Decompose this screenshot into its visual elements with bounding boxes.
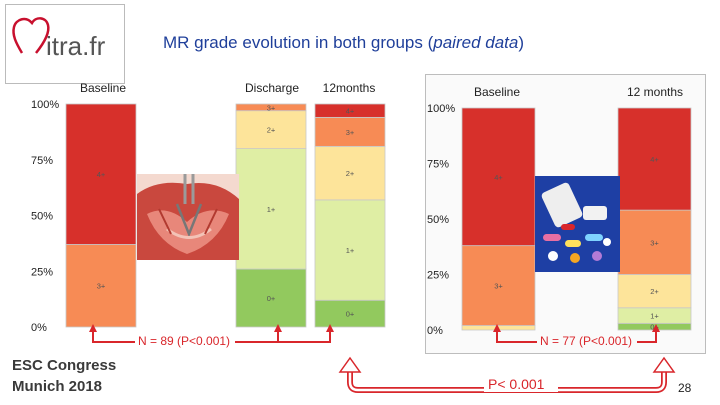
arrow-head-baseline [89, 324, 97, 332]
n-label-bg-left [135, 334, 235, 348]
category-label: 12months [323, 81, 376, 95]
y-tick-label: 75% [427, 159, 449, 171]
left-chart: 100% 75% 50% 25% 0% 3+ 4+ Baseline 0+ 1+ 2+ 3+ Disch… [31, 81, 386, 334]
segment-label: 4+ [97, 170, 106, 179]
segment-label: 1+ [346, 246, 355, 255]
page-number: 28 [678, 381, 692, 395]
y-tick-label: 25% [31, 266, 53, 278]
logo: itra.fr [5, 4, 125, 84]
y-tick-label: 0% [427, 325, 443, 337]
bar-segment [461, 107, 536, 247]
n-label-right: N = 77 (P<0.001) [540, 334, 632, 348]
y-tick-label: 100% [427, 103, 455, 115]
segment-label: 3+ [346, 128, 355, 137]
segment-label: 2+ [650, 287, 659, 296]
y-tick-label: 50% [31, 211, 53, 223]
bar-segment [235, 110, 307, 150]
logo-graphic: itra.fr [12, 17, 106, 61]
bar-segment [235, 103, 307, 112]
bar-segment [617, 107, 692, 211]
segment-label: 1+ [650, 312, 659, 321]
bar-segment [65, 103, 137, 245]
n-label-left: N = 89 (P<0.001) [138, 334, 230, 348]
bar-segment [314, 199, 386, 301]
title-end: ) [518, 33, 525, 52]
logo-text: itra.fr [46, 31, 106, 61]
bracket-left-ext [278, 328, 331, 343]
segment-label: 2+ [346, 169, 355, 178]
title-italic: paired data [433, 33, 519, 52]
segment-label: 3+ [97, 282, 106, 291]
footer-city: Munich 2018 [12, 378, 103, 395]
bar-segment [314, 299, 386, 328]
footer-congress: ESC Congress [12, 357, 117, 374]
y-tick-label: 0% [31, 322, 47, 334]
bar-segment [65, 244, 137, 328]
bar-segment [617, 274, 692, 309]
title-main: MR grade evolution in both groups ( [163, 33, 434, 52]
category-label: Discharge [245, 81, 299, 95]
right-chart: 100%75%50%25%0%3+4+Baseline0+1+2+3+4+12 … [427, 85, 692, 337]
medication-photo [535, 176, 620, 272]
segment-label: 3+ [267, 103, 276, 112]
segment-label: 3+ [650, 238, 659, 247]
segment-label: 4+ [650, 155, 659, 164]
segment-label: 1+ [267, 205, 276, 214]
heart-icon [12, 17, 50, 54]
y-tick-label: 50% [427, 214, 449, 226]
comparison-p-label: P< 0.001 [488, 376, 545, 392]
segment-label: 3+ [494, 282, 503, 291]
category-label: Baseline [80, 81, 126, 95]
comparison-arrow-right [652, 356, 676, 373]
segment-label: 4+ [346, 107, 355, 116]
bar-segment [235, 148, 307, 270]
bar-segment [617, 209, 692, 275]
n-label-bg-right [537, 334, 637, 348]
segment-label: 4+ [494, 173, 503, 182]
arrow-head-12months [326, 324, 334, 332]
mitraclip-illustration [137, 174, 239, 260]
slide-title: MR grade evolution in both groups (paire… [163, 33, 524, 53]
y-tick-label: 100% [31, 99, 59, 111]
bar-segment [461, 245, 536, 326]
bar-segment [314, 145, 386, 201]
y-tick-label: 75% [31, 155, 53, 167]
category-label: 12 months [627, 85, 683, 99]
bar-segment [235, 268, 307, 328]
bar-segment [314, 103, 386, 118]
comparison-arrow-left [338, 356, 362, 373]
p-label-bg [484, 374, 558, 392]
arrow-head-discharge [274, 324, 282, 332]
category-label: Baseline [474, 85, 520, 99]
y-tick-label: 25% [427, 270, 449, 282]
arrow-head-r-baseline [493, 324, 501, 332]
segment-label: 2+ [267, 126, 276, 135]
segment-label: 0+ [267, 294, 276, 303]
arrow-head-r-12months [652, 324, 660, 332]
segment-label: 0+ [346, 310, 355, 319]
annotations: N = 89 (P<0.001) N = 77 (P<0.001) P< 0.0… [89, 324, 676, 393]
